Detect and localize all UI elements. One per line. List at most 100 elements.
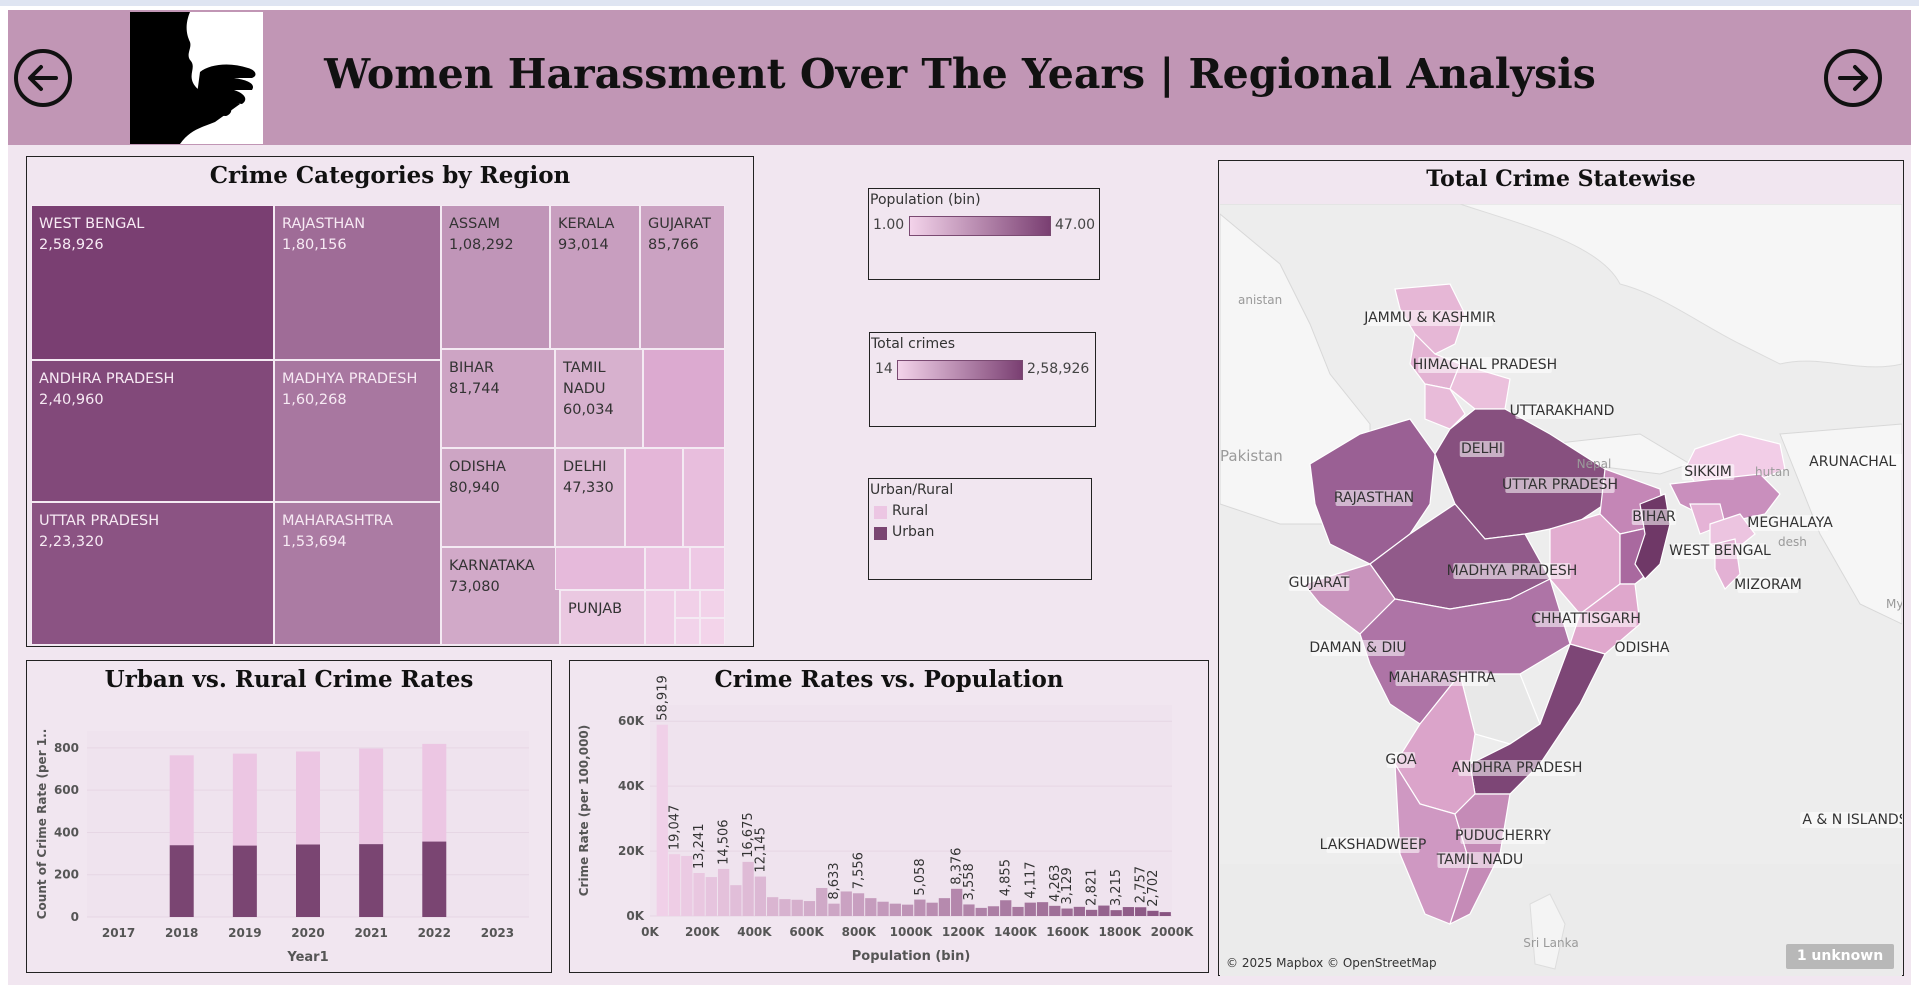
treemap-cell-value: 47,330 xyxy=(563,480,614,496)
treemap-cell-odisha[interactable]: ODISHA 80,940 xyxy=(441,448,555,547)
y-tick-label: 400 xyxy=(54,825,79,839)
x-tick-label: 1800K xyxy=(1098,925,1141,939)
treemap-cell-value: 2,58,926 xyxy=(39,237,104,253)
histogram-bar xyxy=(938,898,951,916)
treemap-cell-small[interactable] xyxy=(645,547,690,590)
x-tick-label: 1000K xyxy=(890,925,933,939)
arrow-left-circle-icon[interactable] xyxy=(14,49,72,107)
x-axis-title: Population (bin) xyxy=(852,949,971,964)
x-tick-label: 0K xyxy=(641,925,659,939)
total-crimes-legend[interactable]: Total crimes 14 2,58,926 xyxy=(869,332,1096,427)
treemap-cell-small[interactable] xyxy=(675,590,700,618)
histogram-bar xyxy=(1159,912,1171,916)
histogram-bar xyxy=(901,904,914,916)
y-tick-label: 800 xyxy=(54,741,79,755)
data-label: 19,047 xyxy=(668,805,683,851)
bar-rural xyxy=(359,748,384,845)
data-label: 2,702 xyxy=(1146,870,1161,907)
bar-rural xyxy=(232,753,257,846)
x-tick-label: 2019 xyxy=(228,926,261,940)
histogram-bar xyxy=(951,888,963,916)
data-label: 4,117 xyxy=(1023,861,1038,898)
urban-rural-legend[interactable]: Urban/Rural Rural Urban xyxy=(868,478,1092,580)
treemap-cell-name: KERALA xyxy=(558,216,615,232)
data-label: 4,855 xyxy=(999,859,1014,896)
treemap-cell-value: 1,60,268 xyxy=(282,392,347,408)
treemap-cell-value: 60,034 xyxy=(563,402,614,418)
treemap-cell-small[interactable] xyxy=(555,547,645,590)
treemap-cell-label: KARNATAKA 73,080 xyxy=(449,556,535,598)
treemap-cell-value: 73,080 xyxy=(449,579,500,595)
treemap-cell-small[interactable] xyxy=(700,590,725,618)
data-label: 3,215 xyxy=(1109,869,1124,906)
treemap-cell-west-bengal[interactable]: WEST BENGAL 2,58,926 xyxy=(31,205,274,360)
histogram-bar xyxy=(1049,905,1061,916)
treemap-cell-punjab[interactable]: PUNJAB xyxy=(560,590,645,645)
treemap-cell-uttar-pradesh[interactable]: UTTAR PRADESH 2,23,320 xyxy=(31,502,274,645)
x-axis-title: Year1 xyxy=(286,950,328,965)
map-attribution: © 2025 Mapbox © OpenStreetMap xyxy=(1226,956,1437,970)
treemap-cell-andhra-pradesh[interactable]: ANDHRA PRADESH 2,40,960 xyxy=(31,360,274,502)
treemap-cell-label: PUNJAB xyxy=(568,599,622,620)
x-tick-label: 1400K xyxy=(994,925,1037,939)
plot-area xyxy=(650,705,1172,916)
treemap-cell-label: DELHI 47,330 xyxy=(563,457,614,499)
treemap-cell-small[interactable] xyxy=(683,448,725,547)
treemap-cell-madhya-pradesh[interactable]: MADHYA PRADESH 1,60,268 xyxy=(274,360,441,502)
treemap-cell-rajasthan[interactable]: RAJASTHAN 1,80,156 xyxy=(274,205,441,360)
histogram-bar xyxy=(803,901,816,916)
x-tick-label: 400K xyxy=(737,925,772,939)
treemap-cell-delhi[interactable]: DELHI 47,330 xyxy=(555,448,625,547)
x-tick-label: 2023 xyxy=(481,926,514,940)
legend-min: 1.00 xyxy=(873,217,905,233)
treemap-cell-small[interactable] xyxy=(690,547,725,590)
treemap-cell-label: MADHYA PRADESH 1,60,268 xyxy=(282,369,417,411)
treemap-cell-assam[interactable]: ASSAM 1,08,292 xyxy=(441,205,550,349)
histogram-bar xyxy=(730,885,742,916)
x-tick-label: 1600K xyxy=(1046,925,1089,939)
bar-urban xyxy=(232,845,257,917)
histogram-bar xyxy=(1098,905,1110,916)
histogram-bar xyxy=(987,906,1000,916)
urban-rural-chart: 0 200 400 600 800 2017 2018 2019 2020 2021 2022 202… xyxy=(35,729,529,965)
treemap-cell-bihar[interactable]: BIHAR 81,744 xyxy=(441,349,555,448)
histogram-bar xyxy=(975,907,987,916)
treemap-cell-name: DELHI xyxy=(563,459,607,475)
histogram-bar xyxy=(840,891,852,916)
chart-title: Urban vs. Rural Crime Rates xyxy=(104,666,474,693)
data-label: 8,633 xyxy=(827,862,842,899)
treemap-cell-name: UTTAR PRADESH xyxy=(39,513,160,529)
x-tick-label: 2000K xyxy=(1151,925,1194,939)
unknown-badge[interactable]: 1 unknown xyxy=(1786,944,1894,969)
histogram-bar xyxy=(1000,900,1012,916)
histogram-bar xyxy=(1036,902,1049,916)
treemap-cell-name: BIHAR xyxy=(449,360,495,376)
treemap-cell-kerala[interactable]: KERALA 93,014 xyxy=(550,205,640,349)
treemap-cell-small[interactable] xyxy=(675,618,700,645)
treemap-cell-value: 1,80,156 xyxy=(282,237,347,253)
treemap-cell-gujarat[interactable]: GUJARAT 85,766 xyxy=(640,205,725,349)
crime-population-panel: Crime Rates vs. Population 0K 20K 40K 60K 0K… xyxy=(569,660,1209,973)
treemap-cell-karnataka[interactable]: KARNATAKA 73,080 xyxy=(441,547,560,645)
treemap-cell-maharashtra[interactable]: MAHARASHTRA 1,53,694 xyxy=(274,502,441,645)
bar-urban xyxy=(422,841,447,917)
arrow-right-circle-icon[interactable] xyxy=(1824,49,1882,107)
treemap-cell-label: ASSAM 1,08,292 xyxy=(449,214,514,256)
treemap-cell-small[interactable] xyxy=(700,618,725,645)
india-map[interactable] xyxy=(1220,204,1902,976)
treemap-cell-value: 85,766 xyxy=(648,237,699,253)
histogram-bar xyxy=(681,855,693,916)
histogram-bar xyxy=(754,876,767,916)
map-title: Total Crime Statewise xyxy=(1426,166,1696,192)
x-tick-label: 1200K xyxy=(942,925,985,939)
treemap-cell-tamil-nadu[interactable]: TAMIL NADU 60,034 xyxy=(555,349,643,448)
legend-title: Total crimes xyxy=(871,336,956,352)
y-tick-label: 60K xyxy=(618,714,645,728)
color-ramp xyxy=(909,216,1051,236)
treemap-cell-small[interactable] xyxy=(645,590,675,645)
legend-title: Population (bin) xyxy=(870,192,981,208)
treemap-cell-small[interactable] xyxy=(643,349,725,448)
x-tick-label: 2020 xyxy=(291,926,324,940)
treemap-cell-small[interactable] xyxy=(625,448,683,547)
population-legend[interactable]: Population (bin) 1.00 47.00 xyxy=(868,188,1100,280)
